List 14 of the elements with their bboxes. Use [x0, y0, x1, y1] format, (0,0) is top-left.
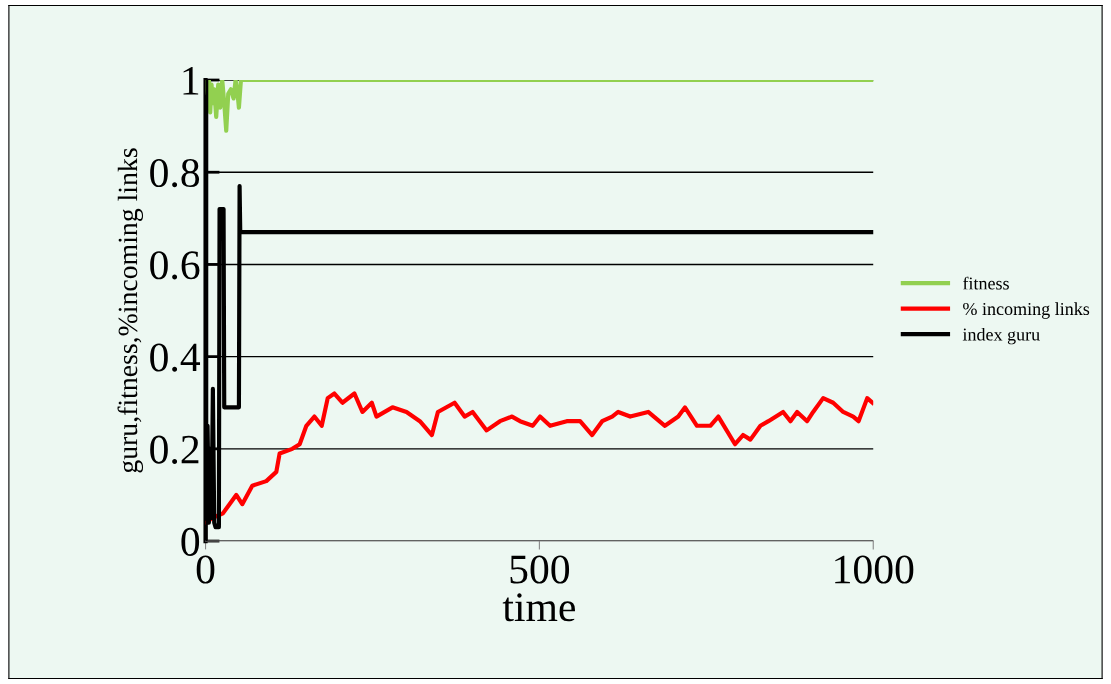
x-axis-title: time [502, 593, 575, 622]
y-tick-label: 0.8 [150, 158, 200, 188]
y-tick-label: 0.4 [150, 343, 201, 372]
y-axis-title: guru,fitness,%incoming links [117, 148, 144, 473]
y-tick-label: 0.2 [150, 435, 199, 464]
y-tick-label: 0 [181, 527, 200, 556]
y-tick-label: 1 [183, 66, 199, 95]
line-series [205, 80, 874, 133]
x-tick-label: 500 [510, 555, 570, 584]
legend-label: % incoming links [963, 302, 1090, 319]
x-tick-label: 1000 [835, 555, 914, 584]
y-tick-label: 0.6 [150, 251, 200, 280]
legend-label: fitness [962, 276, 1009, 290]
legend-label: index guru [962, 327, 1040, 345]
